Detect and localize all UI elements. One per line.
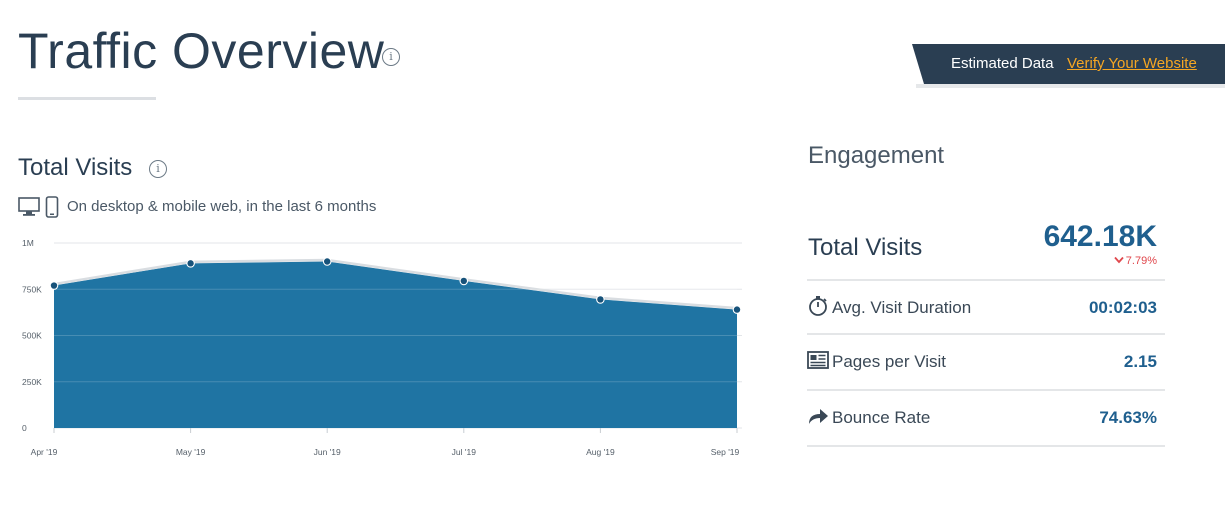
y-tick-label: 1M xyxy=(22,238,34,248)
x-tick-label: Jul '19 xyxy=(452,447,477,457)
banner-shadow xyxy=(916,84,1225,88)
engagement-title: Engagement xyxy=(808,142,945,169)
x-tick-label: May '19 xyxy=(176,447,206,457)
estimated-data-banner xyxy=(912,44,1225,84)
data-point xyxy=(733,306,741,313)
data-point xyxy=(50,282,58,289)
series-outline xyxy=(53,258,738,310)
series-area xyxy=(54,261,737,428)
desktop-icon xyxy=(18,197,40,216)
bounce-rate-row: Bounce Rate 74.63% xyxy=(807,391,1165,447)
data-point xyxy=(460,277,467,285)
y-tick-label: 750K xyxy=(22,284,42,294)
bounce-rate-label: Bounce Rate xyxy=(832,408,931,427)
avg-visit-duration-label: Avg. Visit Duration xyxy=(832,298,972,317)
chevron-down-icon xyxy=(1114,256,1124,264)
title-underline xyxy=(18,97,156,100)
total-visits-row: Total Visits 642.18K 7.79% xyxy=(807,216,1165,281)
stopwatch-icon xyxy=(809,296,827,316)
pages-icon xyxy=(807,351,829,369)
bounce-rate-value: 74.63% xyxy=(1099,408,1157,427)
bounce-arrow-icon xyxy=(809,409,828,424)
y-tick-label: 250K xyxy=(22,377,42,387)
data-point xyxy=(324,258,331,265)
pages-per-visit-label: Pages per Visit xyxy=(832,352,947,371)
x-tick-label: Aug '19 xyxy=(586,447,615,457)
data-point xyxy=(187,260,194,267)
x-tick-label: Sep '19 xyxy=(711,447,740,457)
device-subtitle: On desktop & mobile web, in the last 6 m… xyxy=(67,198,377,215)
y-tick-label: 500K xyxy=(22,331,42,341)
x-tick-label: Jun '19 xyxy=(314,447,341,457)
pages-per-visit-value: 2.15 xyxy=(1123,352,1157,371)
x-tick-label: Apr '19 xyxy=(31,447,58,457)
avg-visit-duration-row: Avg. Visit Duration 00:02:03 xyxy=(807,281,1165,335)
pages-per-visit-row: Pages per Visit 2.15 xyxy=(807,335,1165,391)
estimated-data-label: Estimated Data xyxy=(951,55,1054,72)
total-visits-label: Total Visits xyxy=(808,234,923,261)
info-icon[interactable]: i xyxy=(382,48,400,66)
verify-website-link[interactable]: Verify Your Website xyxy=(1067,55,1197,72)
total-visits-title: Total Visits xyxy=(18,154,133,181)
visits-change: 7.79% xyxy=(1114,255,1157,267)
visits-change-value: 7.79% xyxy=(1125,255,1157,267)
total-visits-chart: 0 250K 500K 750K 1M Apr '19 May '19 Jun '19 Jul … xyxy=(22,238,742,457)
avg-visit-duration-value: 00:02:03 xyxy=(1088,298,1157,317)
data-point xyxy=(597,296,604,303)
y-tick-label: 0 xyxy=(22,423,27,433)
mobile-icon xyxy=(45,196,59,218)
info-icon[interactable]: i xyxy=(149,160,167,178)
page-title: Traffic Overview xyxy=(18,23,385,79)
total-visits-value: 642.18K xyxy=(1043,220,1157,253)
